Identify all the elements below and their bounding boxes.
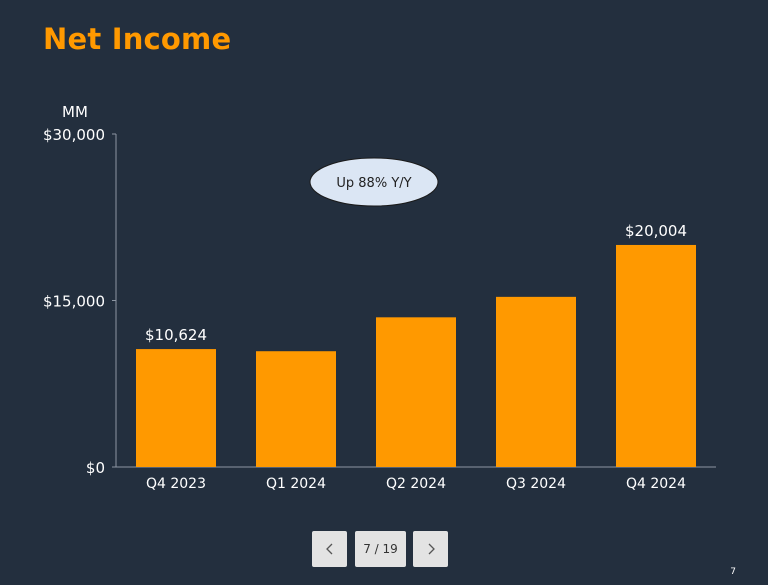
next-slide-button[interactable] [413, 531, 448, 567]
bar [256, 351, 336, 467]
net-income-bar-chart: MM $0 $15,000 $30,000 Q4 2023 $10,624 Q1 2024 Q… [43, 103, 716, 492]
page-number: 7 [730, 567, 736, 577]
growth-callout-bubble [309, 157, 439, 207]
bar [376, 317, 456, 467]
growth-callout-text: Up 88% Y/Y [336, 176, 411, 191]
slide-counter: 7 / 19 [355, 531, 406, 567]
x-tick-label: Q1 2024 [266, 476, 326, 492]
chevron-right-icon [428, 543, 435, 555]
chevron-left-icon [325, 543, 332, 555]
bar [496, 296, 576, 467]
x-tick-label: Q2 2024 [386, 476, 446, 492]
bar-data-label: $20,004 [625, 222, 687, 240]
x-tick-label: Q3 2024 [506, 476, 566, 492]
bar [616, 244, 696, 467]
previous-slide-button[interactable] [312, 531, 347, 567]
x-tick-label: Q4 2023 [146, 476, 206, 492]
y-tick-label: $15,000 [43, 293, 105, 311]
y-tick-label: $30,000 [43, 126, 105, 144]
slide-title: Net Income [43, 22, 232, 56]
x-tick-label: Q4 2024 [626, 476, 686, 492]
y-tick-label: $0 [86, 459, 105, 477]
y-axis-unit-label: MM [62, 103, 88, 121]
bar [136, 349, 216, 467]
bar-data-label: $10,624 [145, 326, 207, 344]
